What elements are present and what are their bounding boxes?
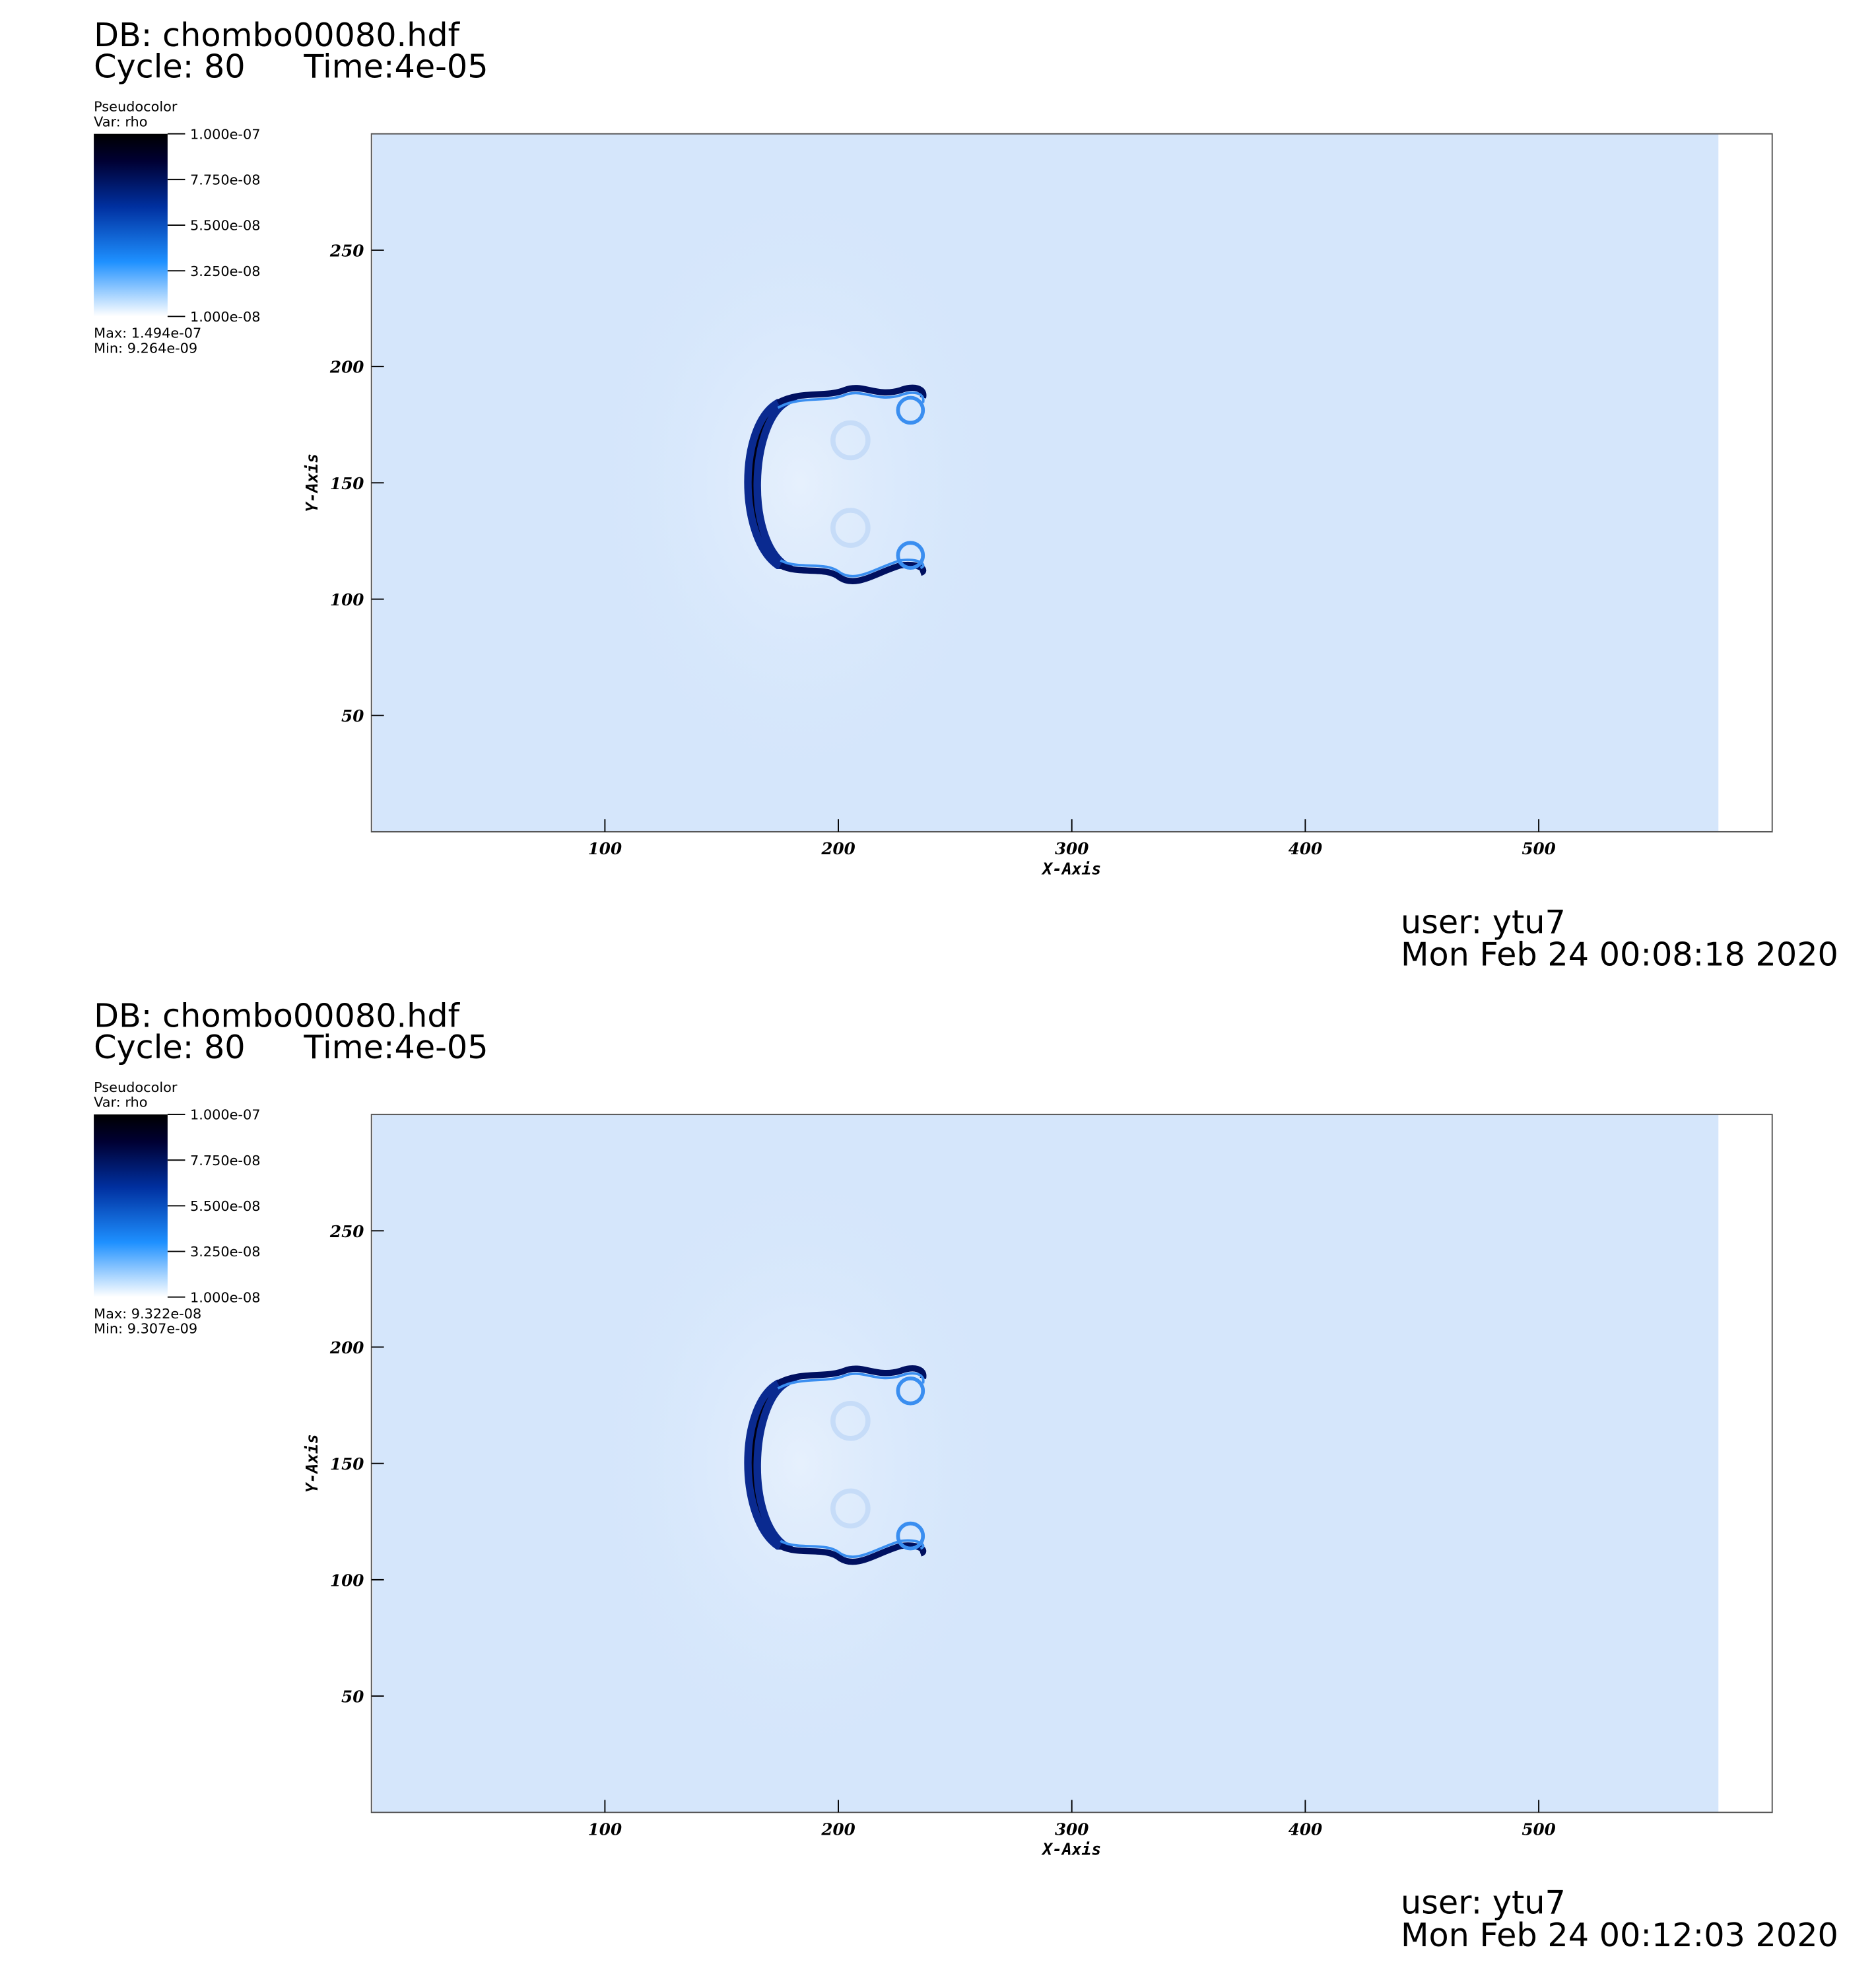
legend-title: Pseudocolor bbox=[94, 99, 178, 115]
max-label: Max: 9.322e-08 bbox=[94, 1306, 201, 1322]
y-tick-label: 250 bbox=[329, 241, 364, 260]
time-label: Time:4e-05 bbox=[303, 47, 488, 85]
colorbar bbox=[94, 133, 168, 317]
min-label: Min: 9.264e-09 bbox=[94, 340, 197, 356]
db-label: DB: chombo00080.hdf bbox=[94, 16, 461, 54]
x-tick-label: 400 bbox=[1289, 839, 1322, 858]
x-tick-label: 400 bbox=[1289, 1819, 1322, 1839]
min-label: Min: 9.307e-09 bbox=[94, 1321, 197, 1337]
y-tick-label: 150 bbox=[330, 1454, 364, 1474]
x-axis-title: X-Axis bbox=[1041, 1840, 1101, 1859]
x-tick-label: 200 bbox=[821, 1819, 855, 1839]
x-tick-label: 500 bbox=[1522, 839, 1555, 858]
density-field bbox=[373, 134, 1719, 832]
user-label: user: ytu7 bbox=[1401, 902, 1566, 941]
db-label: DB: chombo00080.hdf bbox=[94, 996, 461, 1035]
max-label: Max: 1.494e-07 bbox=[94, 325, 201, 341]
legend-variable: Var: rho bbox=[94, 114, 147, 129]
y-axis-title: Y-Axis bbox=[302, 1434, 321, 1493]
y-axis-title: Y-Axis bbox=[302, 454, 321, 512]
time-label: Time:4e-05 bbox=[303, 1028, 488, 1066]
y-tick-label: 50 bbox=[341, 1687, 364, 1707]
x-tick-label: 300 bbox=[1055, 1819, 1089, 1839]
x-tick-label: 100 bbox=[588, 1819, 622, 1839]
density-field bbox=[373, 1114, 1719, 1812]
cycle-label: Cycle: 80 bbox=[94, 47, 246, 85]
x-tick-label: 500 bbox=[1522, 1819, 1555, 1839]
colorbar-tick-label: 7.750e-08 bbox=[190, 172, 260, 187]
y-tick-label: 50 bbox=[341, 706, 364, 726]
colorbar bbox=[94, 1114, 168, 1297]
y-tick-label: 150 bbox=[330, 474, 364, 493]
x-tick-label: 200 bbox=[821, 839, 855, 858]
user-label: user: ytu7 bbox=[1401, 1884, 1566, 1922]
colorbar-tick-label: 7.750e-08 bbox=[190, 1153, 260, 1169]
y-tick-label: 200 bbox=[329, 358, 364, 377]
date-label: Mon Feb 24 00:08:18 2020 bbox=[1401, 935, 1838, 974]
colorbar-tick-label: 3.250e-08 bbox=[190, 263, 260, 279]
x-tick-label: 300 bbox=[1055, 839, 1089, 858]
date-label: Mon Feb 24 00:12:03 2020 bbox=[1401, 1916, 1838, 1954]
legend-variable: Var: rho bbox=[94, 1095, 147, 1110]
colorbar-tick-label: 1.000e-08 bbox=[190, 309, 260, 325]
colorbar-tick-label: 5.500e-08 bbox=[190, 218, 260, 234]
colorbar-tick-label: 1.000e-07 bbox=[190, 1107, 260, 1123]
legend-title: Pseudocolor bbox=[94, 1079, 178, 1095]
colorbar-tick-label: 1.000e-07 bbox=[190, 126, 260, 142]
colorbar-tick-label: 3.250e-08 bbox=[190, 1244, 260, 1260]
cycle-label: Cycle: 80 bbox=[94, 1028, 246, 1066]
x-tick-label: 100 bbox=[588, 839, 622, 858]
y-tick-label: 250 bbox=[329, 1222, 364, 1241]
x-axis-title: X-Axis bbox=[1041, 859, 1101, 878]
colorbar-tick-label: 5.500e-08 bbox=[190, 1198, 260, 1214]
y-tick-label: 100 bbox=[330, 590, 364, 609]
y-tick-label: 200 bbox=[329, 1338, 364, 1357]
y-tick-label: 100 bbox=[330, 1571, 364, 1590]
colorbar-tick-label: 1.000e-08 bbox=[190, 1289, 260, 1305]
